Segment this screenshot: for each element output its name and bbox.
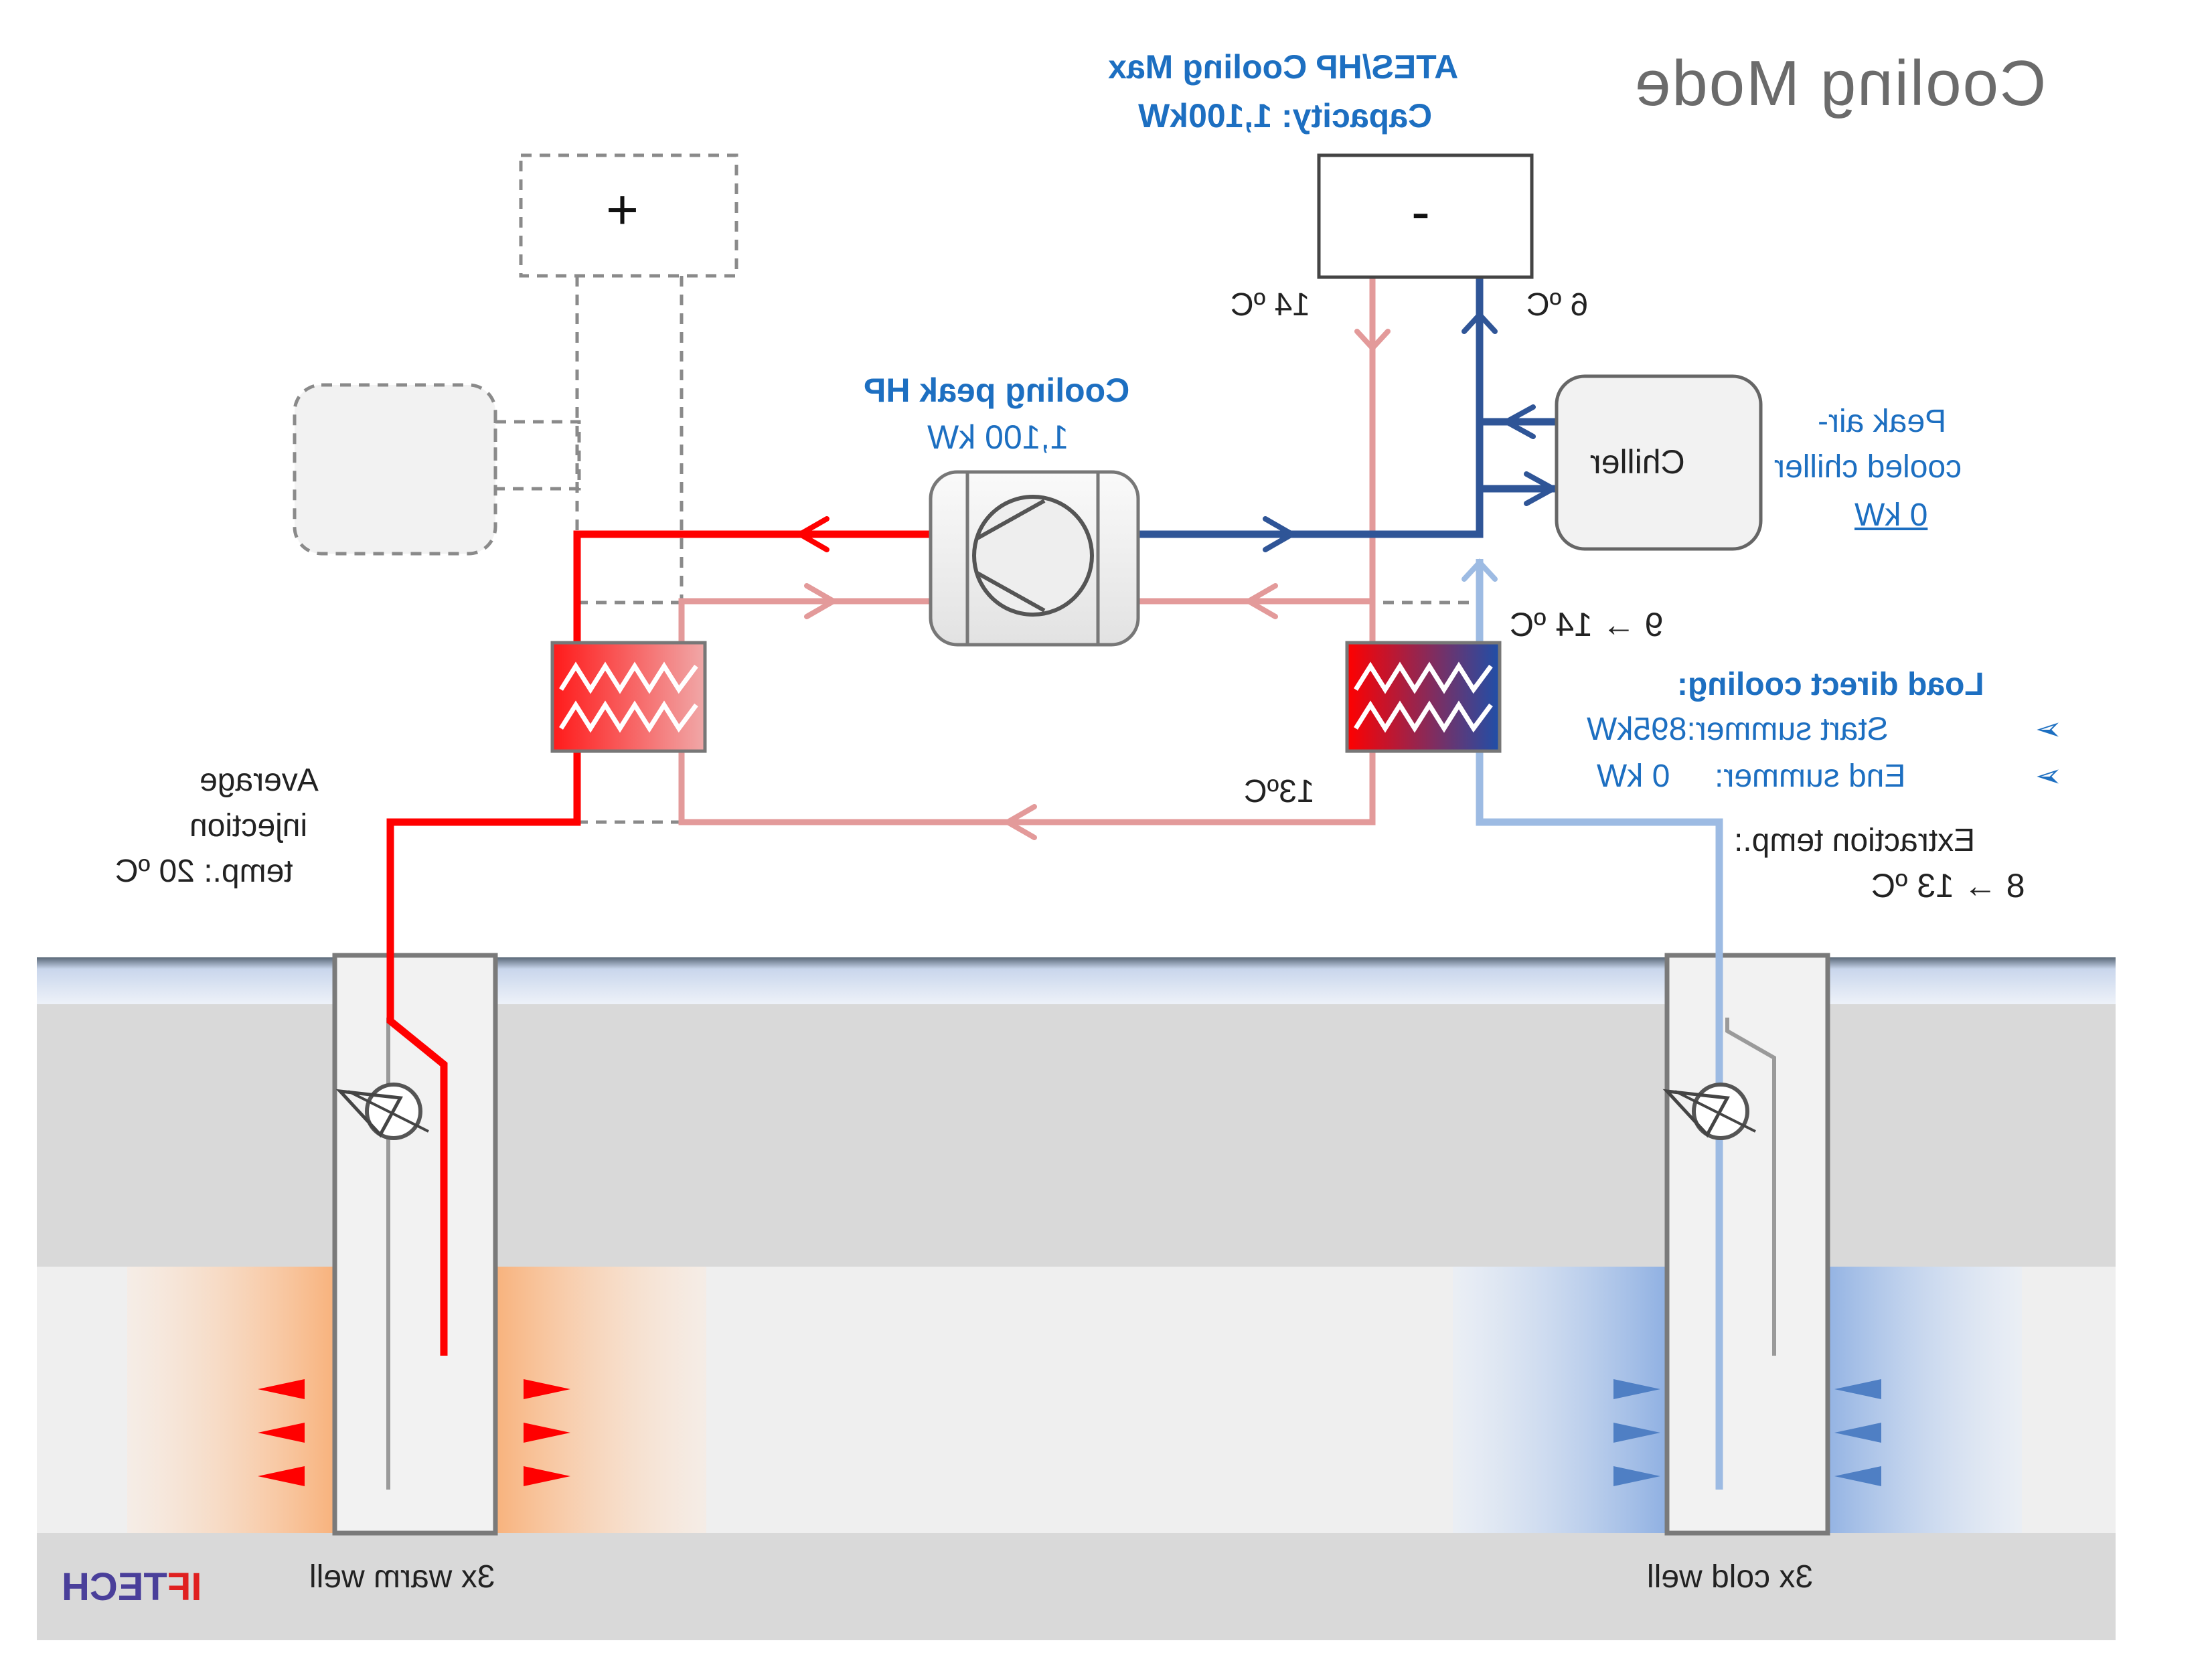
peak-heat-pump — [929, 470, 1140, 647]
cold-well — [1664, 953, 1830, 1536]
ates-symbol: - — [1411, 180, 1430, 243]
warm-well-label: 3x warm well — [309, 1559, 495, 1595]
warm-plume-left — [127, 1267, 335, 1533]
cold-well-flow-arrows — [1613, 1379, 1881, 1486]
injection-line1: Average — [200, 763, 319, 798]
chiller-capacity: 0 kW — [1854, 497, 1928, 533]
injection-line3: temp.: 20 ºC — [115, 854, 293, 889]
heat-exchanger-warm — [550, 641, 707, 753]
heat-exchanger-cold — [1345, 641, 1502, 753]
cold-plume-left — [1453, 1267, 1667, 1533]
inactive-heat-pump-outline — [293, 383, 581, 556]
logo-part-tech: TECH — [62, 1565, 167, 1609]
ates-capacity-line2: Capacity: 1,100kW — [1138, 97, 1433, 135]
logo-part-if: IF — [167, 1565, 202, 1609]
heat-demand-symbol: + — [606, 178, 639, 241]
load-item-start-text: Start summer:895kW — [1587, 712, 1889, 747]
ates-capacity-line1: ATES/HP Cooling Max — [1108, 48, 1459, 86]
ates-return-temp: 14 ºC — [1231, 287, 1310, 323]
warm-well-pump — [335, 1083, 429, 1140]
warm-well-flow-arrows — [258, 1379, 570, 1486]
extraction-line2: 8 → 13 ºC — [1871, 867, 2025, 904]
chiller-unit — [1555, 374, 1763, 551]
cold-well-label: 3x cold well — [1647, 1559, 1814, 1595]
chiller-caption-line2: cooled chiller — [1774, 449, 1962, 485]
warm-well — [332, 953, 498, 1536]
ates-cooling-unit — [1317, 153, 1534, 279]
cold-plume-right — [1821, 1267, 2022, 1533]
warm-return-pipe — [678, 277, 1376, 825]
hot-pipe — [386, 530, 931, 1356]
extraction-line1: Extraction temp.: — [1734, 823, 1976, 858]
load-item-end-text: End summer: 0 kW — [1597, 759, 1906, 794]
pipe-arrows — [794, 311, 1559, 840]
chiller-caption-line1: Peak air- — [1818, 404, 1947, 439]
chiller-label: Chiller — [1590, 443, 1685, 481]
peak-hp-title: Cooling peak HP — [864, 372, 1130, 409]
hx-temp-change: 9 → 14 ºC — [1510, 606, 1664, 643]
iftech-logo: IFTECH — [62, 1565, 202, 1610]
warm-plume-right — [495, 1267, 706, 1533]
cold-well-pump — [1662, 1083, 1756, 1140]
load-item-end-bullet: ➢ — [2035, 759, 2063, 794]
page-title: Cooling Mode — [1634, 48, 2047, 119]
extraction-pipe — [1476, 559, 1723, 1490]
ground-lower-layer — [37, 1533, 2116, 1640]
load-item-start-bullet: ➢ — [2035, 712, 2063, 747]
load-direct-cooling-title: Load direct cooling: — [1677, 667, 1984, 702]
hx-return-temp: 13ºC — [1244, 774, 1315, 809]
injection-line2: injection — [189, 808, 308, 844]
ates-supply-temp: 6 ºC — [1526, 287, 1589, 323]
peak-hp-capacity: 1,100 kW — [927, 418, 1069, 456]
cold-supply-pipe — [1138, 277, 1557, 538]
